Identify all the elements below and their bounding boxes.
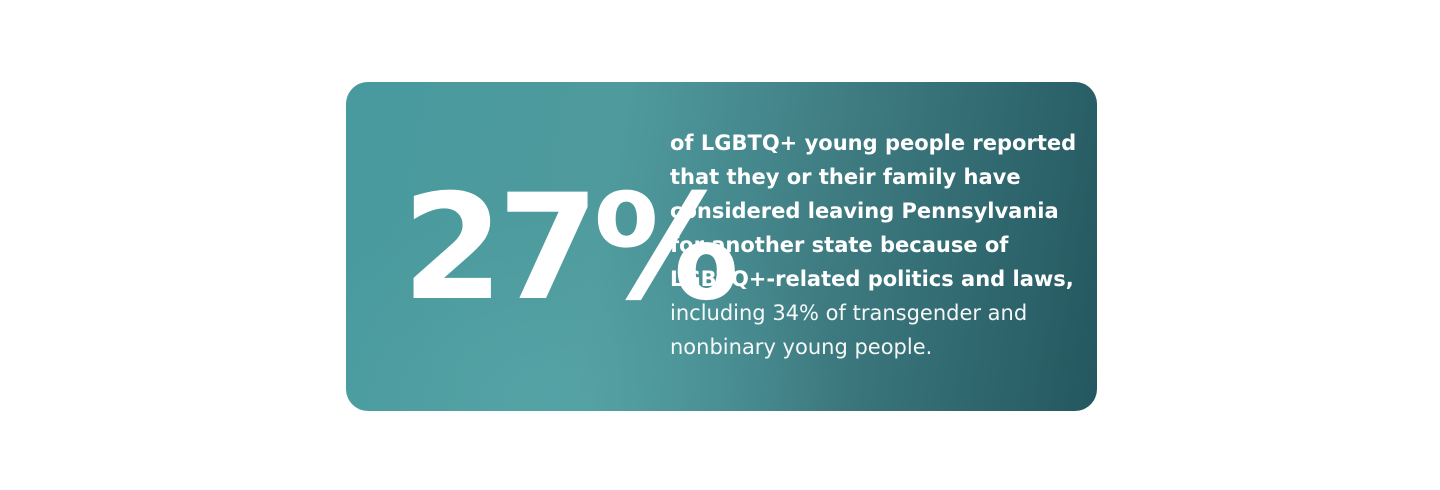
lead-text-line: considered leaving Pennsylvania	[670, 199, 1059, 223]
detail-text-line: including 34% of transgender and	[670, 301, 1028, 325]
stat-number: 27%	[402, 163, 739, 333]
stat-card: 27% of LGBTQ+ young people reported that …	[346, 82, 1097, 411]
stat-description: of LGBTQ+ young people reported that they…	[670, 126, 1076, 364]
lead-text-line: that they or their family have	[670, 165, 1021, 189]
lead-text-line: of LGBTQ+ young people reported	[670, 131, 1077, 155]
lead-text-line: LGBTQ+-related politics and laws,	[670, 267, 1074, 291]
detail-text-line: nonbinary young people.	[670, 335, 933, 359]
lead-text-line: for another state because of	[670, 233, 1009, 257]
